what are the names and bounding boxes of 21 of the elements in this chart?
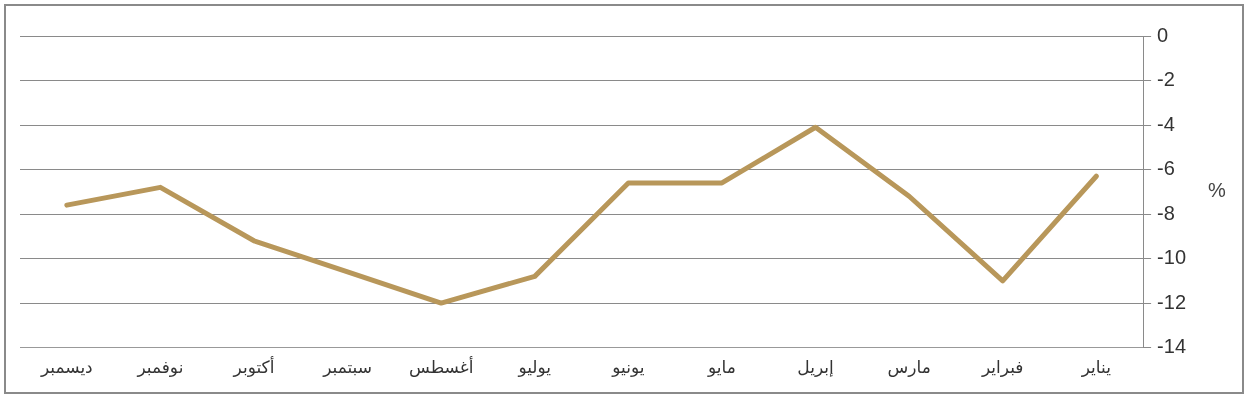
x-tick-label: أغسطس [408, 356, 474, 378]
x-tick-label: فبراير [980, 357, 1024, 378]
y-tick-label: -2 [1157, 68, 1175, 91]
y-axis-title: % [1208, 179, 1227, 202]
x-tick-label: يونيو [611, 357, 645, 378]
x-tick-label: سبتمبر [322, 357, 372, 378]
y-tick-label: 0 [1157, 23, 1169, 46]
x-tick-label: أكتوبر [232, 356, 275, 378]
x-tick-label: مايو [707, 357, 736, 378]
y-tick-label: -6 [1157, 157, 1175, 180]
x-tick-label: يناير [1080, 357, 1112, 378]
x-tick-label: إبريل [797, 357, 834, 378]
y-tick-label: -10 [1157, 246, 1186, 269]
y-tick-label: -4 [1157, 112, 1175, 135]
x-tick-label: نوفمبر [136, 357, 184, 378]
y-tick-label: -14 [1157, 335, 1186, 358]
y-tick-label: -12 [1157, 290, 1186, 313]
y-tick-label: -8 [1157, 201, 1175, 224]
x-tick-label: مارس [887, 357, 931, 378]
x-tick-label: ديسمبر [39, 357, 93, 378]
x-tick-label: يوليو [517, 357, 552, 378]
